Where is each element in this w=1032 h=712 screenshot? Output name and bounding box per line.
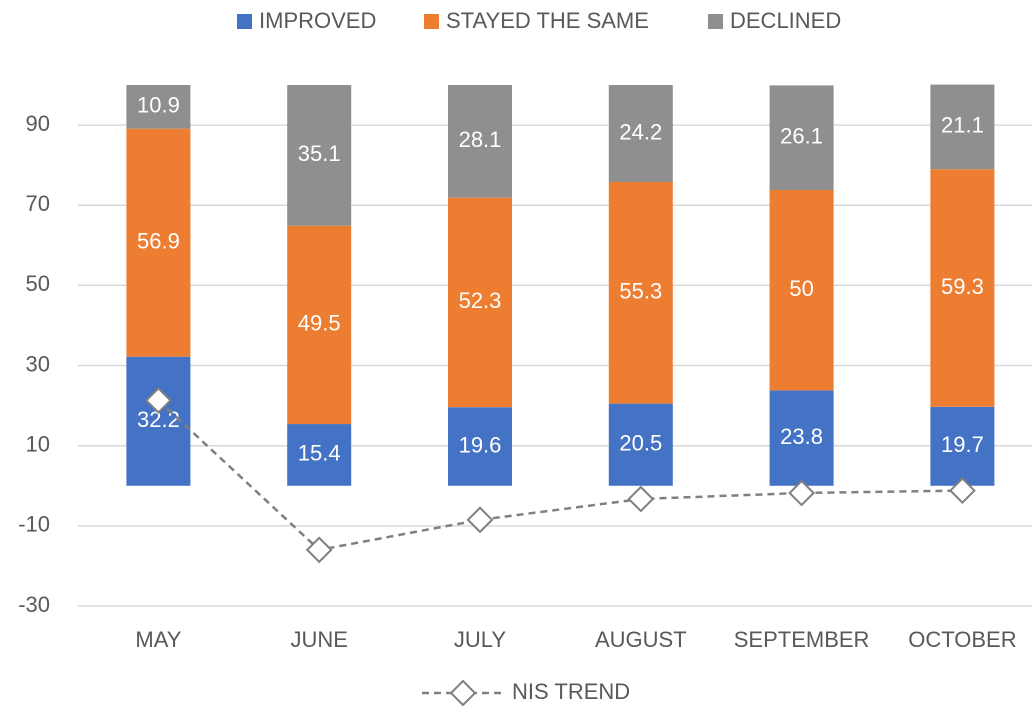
bar-segment [448,407,512,486]
x-tick-label: JUNE [290,627,347,652]
data-label: 56.9 [137,229,180,254]
y-tick-label: 10 [26,432,50,457]
data-label: 52.3 [459,288,502,313]
legend-label: STAYED THE SAME [446,8,649,33]
legend-swatch [708,14,723,29]
x-tick-label: MAY [135,627,181,652]
x-tick-label: JULY [454,627,506,652]
legend-label: NIS TREND [512,679,630,704]
bar-segment [608,85,673,182]
x-tick-label: SEPTEMBER [734,627,870,652]
data-label: 55.3 [619,279,662,304]
data-label: 24.2 [619,119,662,144]
legend-label: DECLINED [730,8,841,33]
trend-marker [144,386,172,414]
trend-line [157,399,963,552]
data-label: 35.1 [298,141,341,166]
trend-marker [305,536,333,564]
data-label: 50 [789,276,813,301]
y-tick-label: -10 [18,512,50,537]
bar-segment [769,85,834,191]
data-label: 26.1 [780,124,823,149]
y-tick-label: 50 [26,271,50,296]
data-label: 21.1 [941,113,984,138]
legend-swatch [424,14,439,29]
bar-segment [769,390,834,486]
y-tick-label: 30 [26,351,50,376]
y-tick-label: 90 [26,111,50,136]
trend-marker [948,477,976,504]
legend-marker [449,679,477,707]
data-label: 49.5 [298,311,341,336]
data-label: 10.9 [137,93,180,118]
bar-segment [448,85,512,198]
data-label: 20.5 [619,431,662,456]
y-tick-label: -30 [18,592,50,617]
data-label: 19.7 [941,432,984,457]
bar-segment [287,85,352,226]
bar-segment [448,197,512,408]
legend-label: IMPROVED [259,8,376,33]
x-tick-label: OCTOBER [908,627,1016,652]
trend-marker [627,485,655,513]
data-label: 19.6 [459,432,502,457]
bar-segment [930,406,995,486]
bar-segment [930,169,995,407]
bar-segment [287,225,352,425]
trend-marker [466,506,494,534]
bar-segment [287,424,352,486]
data-label: 59.3 [941,274,984,299]
x-tick-label: AUGUST [595,627,687,652]
bar-segment [126,85,191,129]
bar-segment [930,84,995,170]
data-label: 15.4 [298,441,341,466]
bar-segment [608,181,673,404]
bar-segment [126,128,191,357]
trend-marker [788,479,816,507]
bar-segment [608,403,673,486]
legend-swatch [237,14,252,29]
data-label: 28.1 [459,127,502,152]
y-tick-label: 70 [26,191,50,216]
bar-segment [769,190,834,391]
data-label: 23.8 [780,424,823,449]
